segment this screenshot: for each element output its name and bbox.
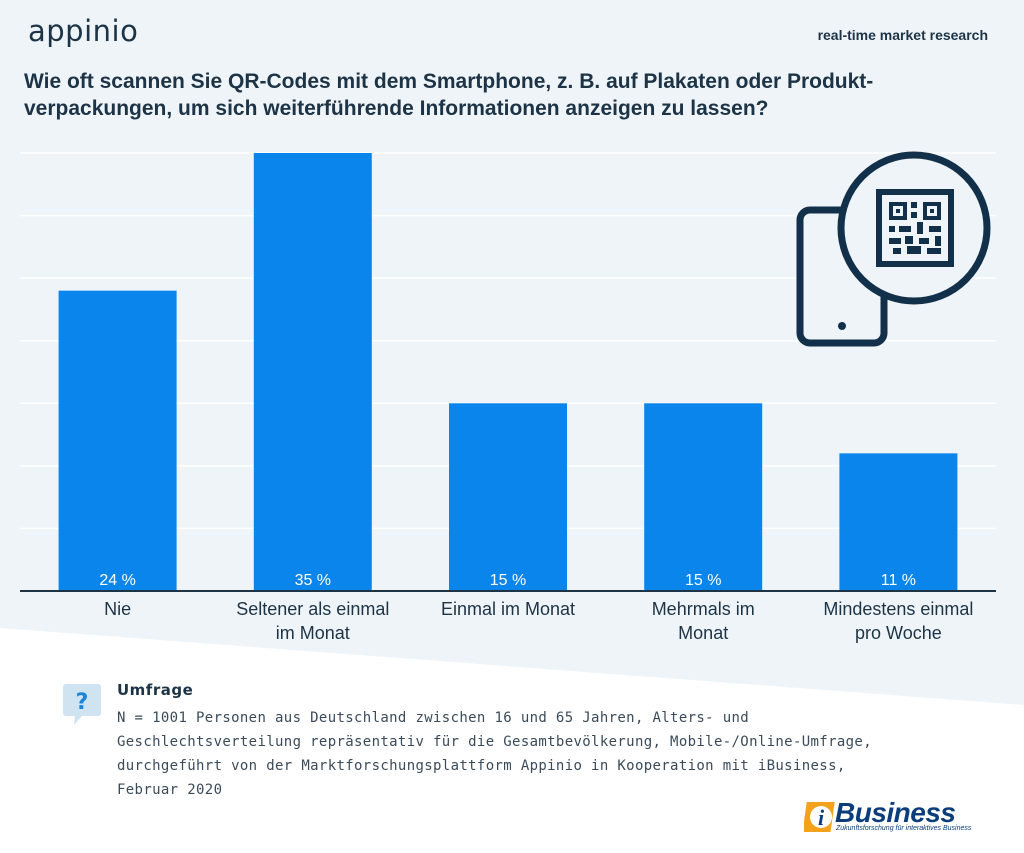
x-tick-labels: Nie Seltener als einmal im Monat Einmal im … bbox=[104, 599, 973, 643]
x-tick-label: Seltener als einmal bbox=[236, 599, 389, 619]
ibusiness-logo-letter: i bbox=[818, 805, 825, 830]
x-tick-label: Einmal im Monat bbox=[441, 599, 575, 619]
x-tick-label: im Monat bbox=[276, 623, 350, 643]
x-tick-label: Monat bbox=[678, 623, 728, 643]
ibusiness-tagline: Zukunftsforschung für interaktives Busin… bbox=[836, 825, 972, 832]
chart-title: Wie oft scannen Sie QR-Codes mit dem Sma… bbox=[24, 70, 874, 120]
bar-value-label: 15 % bbox=[490, 572, 526, 589]
bar bbox=[58, 290, 177, 591]
survey-line: Geschlechtsverteilung repräsentativ für … bbox=[117, 734, 872, 750]
bar-value-label: 11 % bbox=[881, 572, 916, 589]
survey-line: N = 1001 Personen aus Deutschland zwisch… bbox=[117, 710, 750, 726]
ibusiness-logo: i Business Zukunftsforschung für interak… bbox=[804, 797, 994, 838]
tagline: real-time market research bbox=[817, 27, 988, 43]
survey-line: durchgeführt von der Marktforschungsplat… bbox=[117, 758, 846, 774]
survey-line: Februar 2020 bbox=[117, 782, 223, 798]
x-tick-label: Mehrmals im bbox=[652, 599, 755, 619]
bar bbox=[253, 153, 372, 591]
bar-value-label: 35 % bbox=[295, 572, 331, 589]
survey-text: N = 1001 Personen aus Deutschland zwisch… bbox=[117, 706, 977, 802]
bars: 24 % 35 % 15 % 15 % 11 % bbox=[58, 153, 958, 591]
question-bubble-icon: ? bbox=[63, 684, 101, 725]
x-tick-label: pro Woche bbox=[855, 623, 942, 643]
x-tick-label: Mindestens einmal bbox=[823, 599, 973, 619]
qr-code-icon bbox=[837, 151, 991, 305]
x-tick-label: Nie bbox=[104, 599, 131, 619]
bar bbox=[839, 453, 958, 591]
bar-value-label: 15 % bbox=[685, 572, 721, 589]
appinio-logo: appinio bbox=[28, 14, 139, 48]
bar bbox=[449, 403, 567, 591]
bar bbox=[644, 403, 763, 591]
question-mark: ? bbox=[76, 690, 89, 715]
survey-title: Umfrage bbox=[117, 681, 194, 699]
bar-value-label: 24 % bbox=[99, 572, 135, 589]
ibusiness-logo-mark: i bbox=[804, 802, 835, 832]
ibusiness-logo-text: Business bbox=[835, 797, 956, 828]
